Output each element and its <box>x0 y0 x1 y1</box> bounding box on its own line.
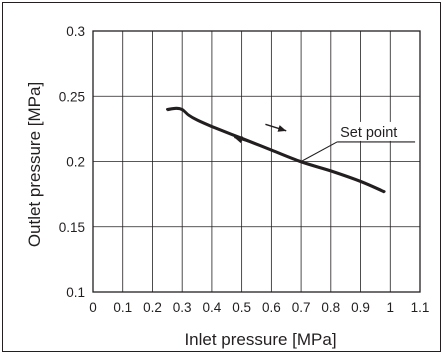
x-tick-label: 0.4 <box>203 300 222 315</box>
plot-area <box>92 30 421 293</box>
y-tick-label: 0.1 <box>66 285 85 300</box>
series-line-0 <box>166 106 386 193</box>
x-tick-label: 0.3 <box>173 300 192 315</box>
series-layer <box>166 106 386 194</box>
grid <box>92 30 421 293</box>
x-tick-label: 0.1 <box>113 300 132 315</box>
x-tick-label: 0.5 <box>232 300 251 315</box>
x-tick-label: 0.8 <box>321 300 340 315</box>
y-tick-label: 0.2 <box>66 155 85 170</box>
x-axis-label: Inlet pressure [MPa] <box>184 330 336 349</box>
annotations: Set point <box>300 121 416 162</box>
x-tick-label: 0.7 <box>292 300 311 315</box>
x-tick-label: 0.6 <box>262 300 281 315</box>
annotation-leader <box>300 141 338 162</box>
x-tick-label: 1.1 <box>411 300 430 315</box>
x-tick-label: 0.9 <box>351 300 370 315</box>
direction-arrows <box>233 123 287 145</box>
series-line-0-hysteresis <box>167 108 385 194</box>
y-tick-labels: 0.1 0.15 0.2 0.25 0.3 <box>59 24 85 300</box>
x-tick-label: 0 <box>89 300 97 315</box>
y-tick-label: 0.25 <box>59 89 85 104</box>
x-tick-label: 0.2 <box>143 300 162 315</box>
left-arrow-head <box>234 136 243 144</box>
x-tick-labels: 0 0.1 0.2 0.3 0.4 0.5 0.6 0.7 0.8 0.9 1 1.1 <box>89 300 429 315</box>
annotation-background <box>338 121 415 141</box>
y-tick-label: 0.3 <box>66 24 85 39</box>
right-arrow-head <box>277 125 287 132</box>
x-tick-label: 1 <box>387 300 395 315</box>
chart-frame <box>2 2 441 352</box>
annotation-set-point: Set point <box>340 125 397 141</box>
y-axis-label: Outlet pressure [MPa] <box>25 82 44 247</box>
y-tick-label: 0.15 <box>59 220 85 235</box>
